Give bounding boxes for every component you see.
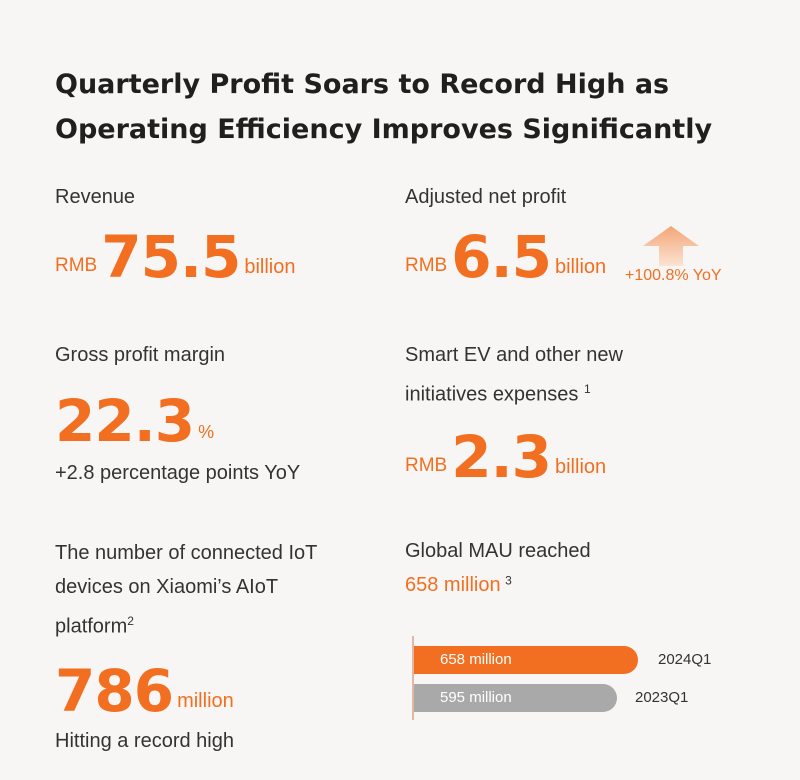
mau-footnote: 3 [505,573,512,588]
revenue-value: 75.5 [101,223,241,291]
bar-2024q1-value: 658 million [440,651,512,668]
revenue-block: Revenue RMB 75.5 billion [55,180,296,286]
iot-sub: Hitting a record high [55,729,234,752]
ev-expenses-prefix: RMB [405,454,448,476]
mau-block: Global MAU reached 658 million 3 [405,534,591,602]
iot-value: 786 [55,656,174,725]
ev-expenses-label-2-text: initiatives expenses [405,383,579,406]
gross-margin-metric: 22.3 % [55,392,300,450]
net-profit-metric: RMB 6.5 billion [405,228,606,286]
gross-margin-block: Gross profit margin 22.3 % +2.8 percenta… [55,338,300,488]
iot-suffix: million [177,689,234,712]
title-line-1: Quarterly Profit Soars to Record High as [55,69,670,100]
iot-label-3-text: platform [55,615,128,638]
ev-expenses-value: 2.3 [451,422,552,491]
net-profit-suffix: billion [554,256,607,278]
mau-bar-chart: 658 million 2024Q1 595 million 2023Q1 [412,636,742,720]
ev-expenses-suffix: billion [554,455,607,478]
mau-value-line: 658 million 3 [405,568,591,602]
bar-2023q1: 595 million [414,684,617,712]
mau-value: 658 million [405,574,501,596]
gross-margin-sub: +2.8 percentage points YoY [55,462,301,484]
bar-2023q1-category: 2023Q1 [635,689,689,706]
net-profit-block: Adjusted net profit RMB 6.5 billion [405,180,606,286]
iot-label-2: devices on Xiaomi’s AIoT [55,576,279,598]
iot-footnote: 2 [127,614,134,628]
title-line-2: Operating Efficiency Improves Significan… [55,114,713,145]
iot-label-1: The number of connected IoT [55,542,318,564]
bar-2024q1: 658 million [414,646,638,674]
revenue-metric: RMB 75.5 billion [55,228,296,286]
revenue-prefix: RMB [55,255,98,276]
net-profit-value: 6.5 [451,223,552,291]
ev-expenses-block: Smart EV and other new initiatives expen… [405,338,623,486]
net-profit-prefix: RMB [405,255,448,276]
up-arrow-icon [643,226,699,266]
ev-expenses-label-2: initiatives expenses 1 [405,372,623,412]
revenue-label: Revenue [55,186,136,208]
net-profit-yoy: +100.8% YoY [625,267,722,284]
gross-margin-suffix: % [198,422,215,442]
iot-label-3: platform2 [55,604,317,644]
page-title: Quarterly Profit Soars to Record High as… [55,62,775,152]
mau-label: Global MAU reached [405,540,591,562]
net-profit-label: Adjusted net profit [405,186,567,208]
ev-expenses-metric: RMB 2.3 billion [405,428,623,486]
ev-expenses-footnote: 1 [584,382,591,396]
gross-margin-value: 22.3 [55,387,195,455]
gross-margin-label: Gross profit margin [55,344,226,366]
iot-metric: 786 million [55,662,317,720]
chart-axis [412,636,414,720]
revenue-suffix: billion [244,256,296,278]
bar-2023q1-value: 595 million [440,689,512,706]
bar-2024q1-category: 2024Q1 [658,651,712,668]
ev-expenses-label-1: Smart EV and other new [405,344,623,366]
iot-block: The number of connected IoT devices on X… [55,536,317,756]
